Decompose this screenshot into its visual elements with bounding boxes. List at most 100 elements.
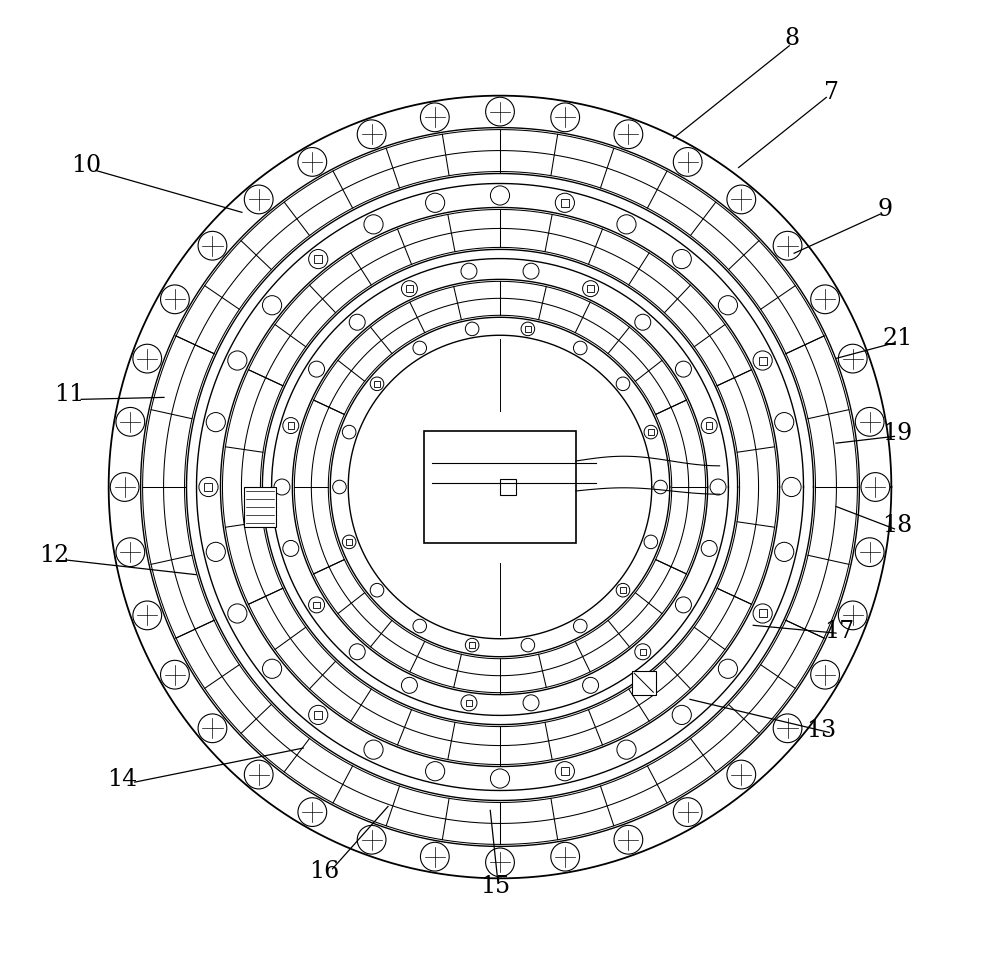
Circle shape	[298, 798, 327, 827]
Circle shape	[333, 480, 346, 494]
Bar	[500, 479, 516, 495]
Circle shape	[426, 193, 445, 212]
Circle shape	[555, 193, 574, 212]
Text: 7: 7	[824, 81, 839, 104]
Bar	[525, 326, 531, 332]
Bar	[244, 487, 276, 527]
Bar	[406, 285, 413, 292]
Circle shape	[199, 477, 218, 497]
Text: 14: 14	[107, 768, 137, 791]
Circle shape	[274, 479, 290, 495]
Circle shape	[461, 263, 477, 280]
Circle shape	[420, 103, 449, 131]
Circle shape	[490, 768, 510, 788]
Circle shape	[465, 322, 479, 336]
Text: 9: 9	[877, 198, 892, 221]
Circle shape	[198, 232, 227, 260]
Bar	[469, 642, 475, 648]
Circle shape	[701, 541, 717, 556]
Circle shape	[490, 186, 510, 206]
Circle shape	[342, 426, 356, 439]
Circle shape	[161, 660, 189, 689]
Circle shape	[262, 296, 282, 315]
Circle shape	[838, 601, 867, 630]
Circle shape	[116, 538, 145, 567]
Circle shape	[401, 281, 417, 297]
Circle shape	[309, 705, 328, 725]
Circle shape	[413, 619, 427, 633]
Circle shape	[855, 538, 884, 567]
Bar	[706, 423, 712, 429]
Circle shape	[775, 543, 794, 561]
Circle shape	[718, 659, 738, 678]
Circle shape	[675, 597, 691, 613]
Circle shape	[573, 619, 587, 633]
Circle shape	[753, 604, 772, 623]
Text: 19: 19	[882, 422, 913, 445]
Circle shape	[644, 535, 658, 548]
Circle shape	[364, 740, 383, 759]
Text: 17: 17	[824, 619, 854, 643]
Circle shape	[349, 644, 365, 659]
Circle shape	[262, 659, 282, 678]
Circle shape	[161, 285, 189, 314]
Text: 12: 12	[39, 543, 69, 567]
Circle shape	[673, 798, 702, 827]
Circle shape	[486, 848, 514, 877]
Circle shape	[614, 825, 643, 854]
Circle shape	[617, 215, 636, 234]
Circle shape	[727, 185, 756, 214]
Circle shape	[357, 120, 386, 149]
Circle shape	[133, 601, 162, 630]
Circle shape	[110, 472, 139, 502]
Circle shape	[701, 418, 717, 433]
Circle shape	[617, 740, 636, 759]
Circle shape	[654, 480, 667, 494]
Circle shape	[461, 694, 477, 711]
Text: 11: 11	[54, 383, 85, 406]
Bar	[632, 671, 656, 694]
Circle shape	[672, 705, 691, 725]
Circle shape	[753, 351, 772, 370]
Circle shape	[782, 477, 801, 497]
Circle shape	[420, 843, 449, 871]
Circle shape	[583, 281, 599, 297]
Text: 21: 21	[882, 327, 913, 351]
Bar	[424, 431, 576, 543]
Circle shape	[616, 583, 630, 597]
Circle shape	[555, 762, 574, 781]
Circle shape	[718, 296, 738, 315]
Circle shape	[244, 185, 273, 214]
Circle shape	[675, 361, 691, 377]
Circle shape	[244, 760, 273, 789]
Circle shape	[116, 407, 145, 436]
Circle shape	[861, 472, 890, 502]
Circle shape	[838, 344, 867, 373]
Circle shape	[465, 638, 479, 652]
Circle shape	[614, 120, 643, 149]
Circle shape	[811, 285, 839, 314]
Circle shape	[672, 249, 691, 269]
Circle shape	[673, 147, 702, 176]
Bar	[620, 587, 626, 593]
Circle shape	[773, 232, 802, 260]
Bar	[204, 483, 212, 491]
Circle shape	[309, 249, 328, 269]
Bar	[561, 199, 569, 206]
Bar	[313, 602, 320, 608]
Bar	[648, 430, 654, 434]
Circle shape	[573, 341, 587, 355]
Circle shape	[228, 351, 247, 370]
Circle shape	[486, 97, 514, 126]
Circle shape	[283, 418, 299, 433]
Circle shape	[364, 215, 383, 234]
Circle shape	[644, 426, 658, 439]
Circle shape	[401, 677, 417, 693]
Circle shape	[198, 714, 227, 742]
Circle shape	[309, 361, 325, 377]
Text: 15: 15	[480, 875, 510, 898]
Circle shape	[635, 644, 651, 659]
Circle shape	[206, 413, 225, 431]
Text: 18: 18	[882, 514, 913, 538]
Circle shape	[855, 407, 884, 436]
